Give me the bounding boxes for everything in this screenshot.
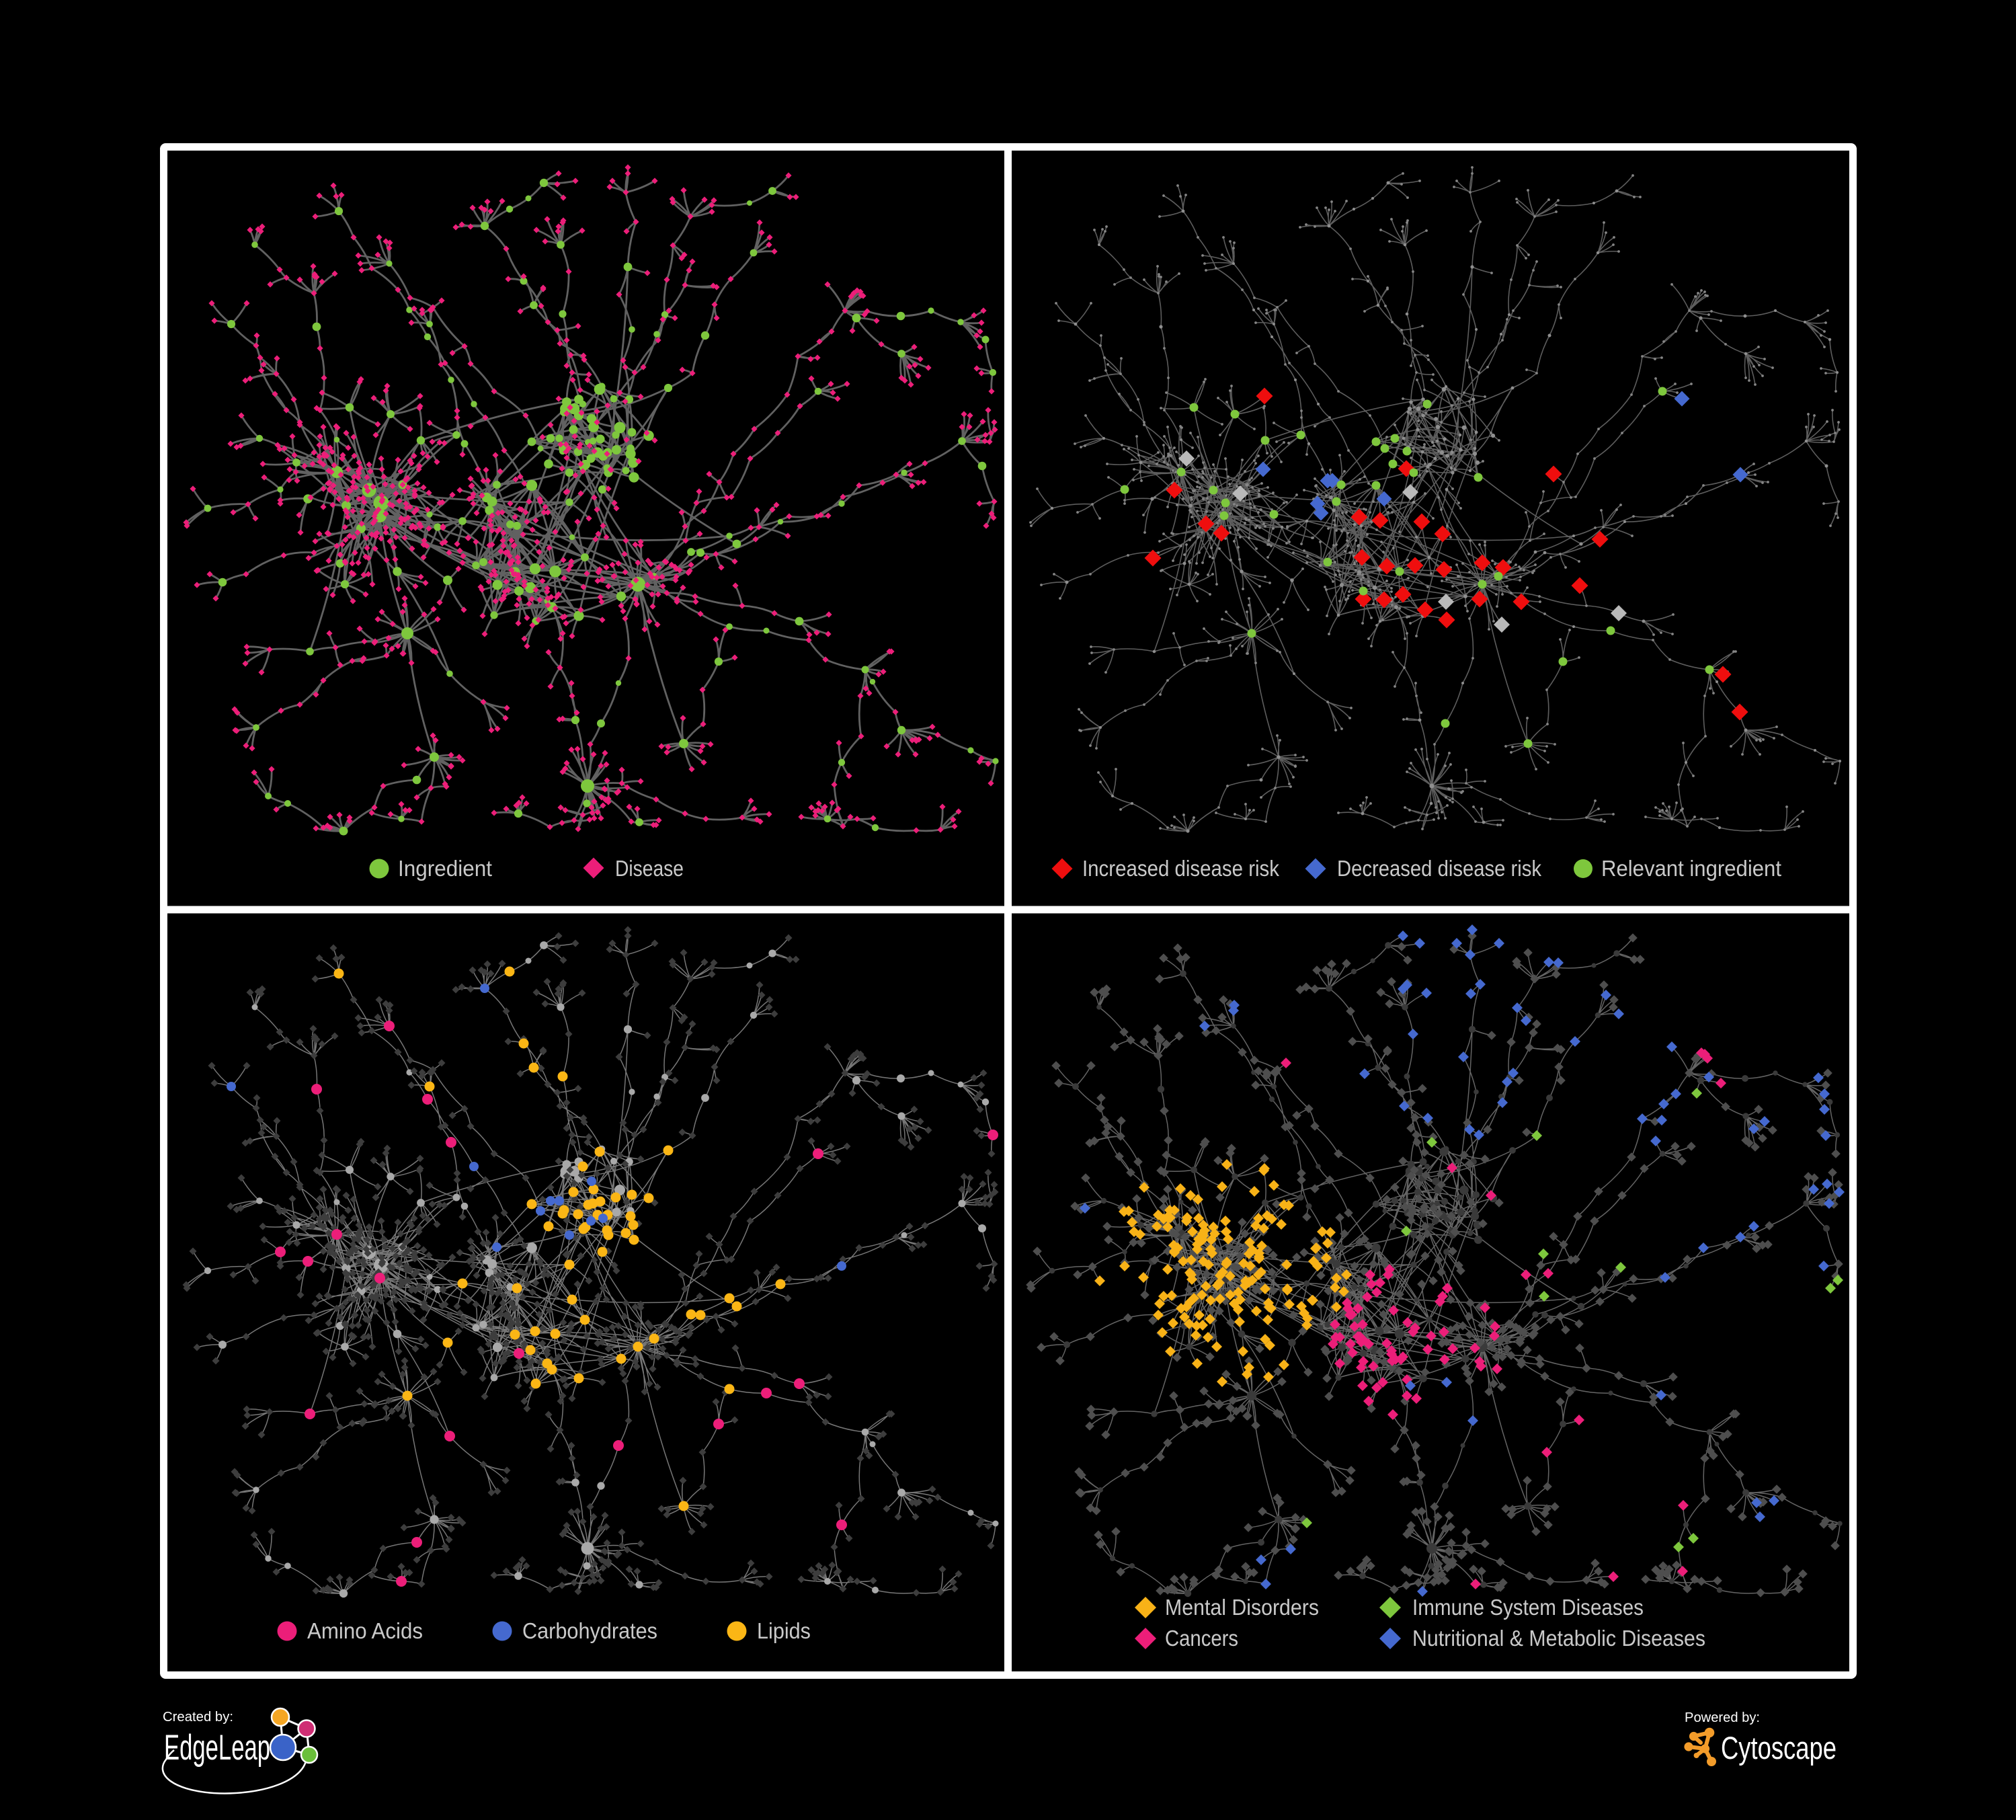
- svg-text:Increased disease risk: Increased disease risk: [1082, 856, 1279, 881]
- svg-text:Relevant ingredient: Relevant ingredient: [1601, 856, 1781, 881]
- svg-text:Immune System Diseases: Immune System Diseases: [1412, 1595, 1644, 1620]
- svg-text:Decreased disease risk: Decreased disease risk: [1337, 856, 1541, 881]
- svg-text:Lipids: Lipids: [757, 1618, 811, 1643]
- svg-text:EdgeLeap: EdgeLeap: [164, 1728, 270, 1768]
- svg-text:Cancers: Cancers: [1165, 1626, 1238, 1651]
- svg-text:Created by:: Created by:: [163, 1710, 233, 1725]
- svg-text:Powered by:: Powered by:: [1685, 1710, 1760, 1725]
- svg-text:Nutritional & Metabolic Diseas: Nutritional & Metabolic Diseases: [1412, 1626, 1705, 1651]
- svg-text:Disease: Disease: [615, 856, 684, 881]
- svg-text:Cytoscape: Cytoscape: [1721, 1730, 1837, 1766]
- svg-text:Amino Acids: Amino Acids: [307, 1618, 423, 1643]
- svg-text:Mental Disorders: Mental Disorders: [1165, 1595, 1319, 1620]
- svg-text:Carbohydrates: Carbohydrates: [522, 1618, 657, 1643]
- svg-text:Ingredient: Ingredient: [398, 856, 492, 881]
